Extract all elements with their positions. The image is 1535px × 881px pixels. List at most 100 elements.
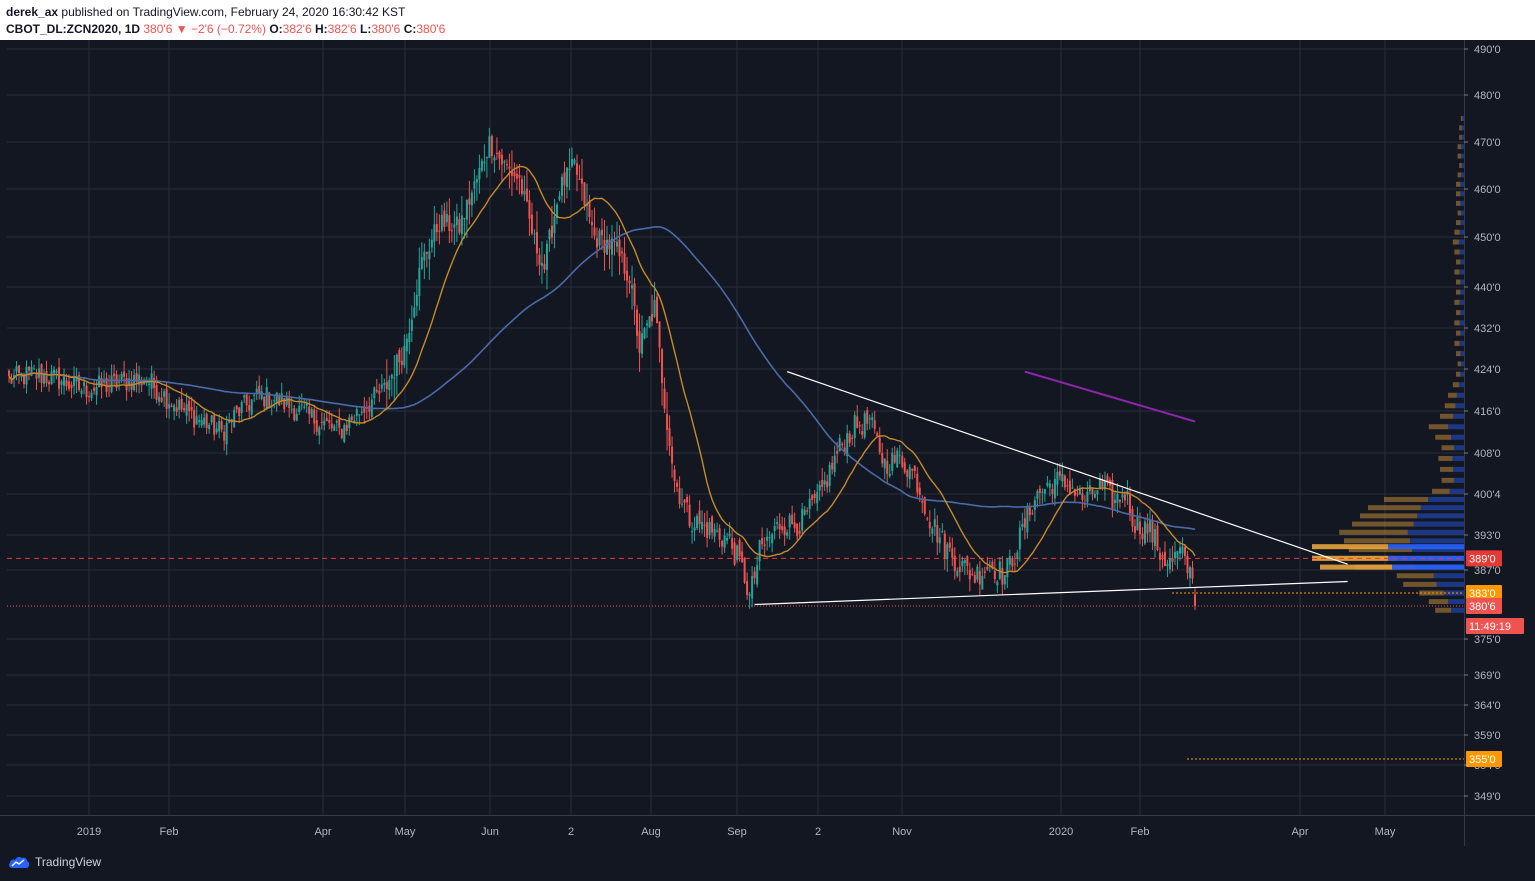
- price-tag-horizontal-line[interactable]: 389'0: [1466, 550, 1502, 567]
- candle: [958, 554, 961, 582]
- candle-body: [821, 479, 824, 487]
- candle: [686, 494, 689, 513]
- candle: [893, 446, 896, 465]
- candle: [48, 379, 51, 392]
- candle: [966, 555, 969, 575]
- candle-body: [288, 398, 291, 408]
- candle-body: [185, 404, 188, 416]
- volume-profile-bar-up: [1460, 181, 1464, 187]
- candle: [310, 407, 313, 419]
- candle: [1011, 555, 1014, 572]
- price-tag-last-price[interactable]: 380'6: [1466, 597, 1502, 614]
- volume-profile-bar-up: [1461, 210, 1464, 216]
- price-axis[interactable]: 490'0 480'0 470'0 460'0 450'0 440'0 432'0 424'0…: [1464, 44, 1501, 803]
- candle-body: [726, 538, 729, 541]
- volume-profile-bar-up: [1453, 445, 1464, 451]
- candle: [651, 294, 654, 327]
- open-label: O:: [269, 22, 283, 36]
- candle: [801, 503, 804, 534]
- price-tag-countdown[interactable]: 11:49:19: [1466, 617, 1524, 634]
- candle-body: [1091, 489, 1094, 495]
- candle-body: [70, 384, 73, 388]
- candle: [333, 423, 336, 432]
- time-tick-label: Feb: [160, 826, 179, 838]
- volume-profile-bar-down: [1457, 361, 1462, 367]
- candle-body: [1048, 483, 1051, 488]
- candle: [528, 190, 531, 236]
- volume-profile-bar-up: [1410, 538, 1464, 544]
- candle-body: [18, 365, 21, 374]
- candle-body: [1106, 475, 1109, 483]
- candle-body: [245, 394, 248, 406]
- time-axis[interactable]: 2019 Feb Apr May Jun 2 Aug Sep 2 Nov 2020 Feb Apr May: [77, 826, 1396, 838]
- close-label: C:: [403, 22, 417, 36]
- volume-profile-bar-down: [1454, 269, 1460, 275]
- candle: [868, 414, 871, 430]
- candle-body: [718, 528, 721, 540]
- candle: [15, 361, 18, 381]
- candle-body: [763, 544, 766, 546]
- candle: [580, 158, 583, 201]
- price-tick-label: 490'0: [1474, 44, 1501, 56]
- candle: [1191, 560, 1194, 584]
- candle: [731, 529, 734, 555]
- candle-body: [981, 575, 984, 590]
- candle: [618, 225, 621, 275]
- author-name[interactable]: derek_ax: [6, 5, 59, 19]
- candle-body: [573, 159, 576, 164]
- symbol-name[interactable]: CBOT_DL:ZCN2020, 1D: [6, 22, 141, 36]
- candle-body: [883, 458, 886, 469]
- candle: [1136, 506, 1139, 531]
- candle-body: [758, 540, 761, 562]
- price-change: −2'6 (−0.72%): [190, 22, 266, 36]
- price-chart[interactable]: 490'0 480'0 470'0 460'0 450'0 440'0 432'0 424'0…: [0, 40, 1535, 846]
- candle: [1056, 463, 1059, 496]
- tradingview-logo[interactable]: TradingView: [8, 855, 101, 869]
- candle: [80, 388, 83, 398]
- candle: [968, 562, 971, 592]
- volume-profile-bar-up: [1461, 361, 1464, 367]
- candle-body: [530, 214, 533, 234]
- candle-body: [621, 251, 624, 254]
- candle: [813, 489, 816, 504]
- volume-profile-bar-up: [1460, 371, 1464, 377]
- candle: [1093, 489, 1096, 499]
- candle: [218, 414, 221, 439]
- candle-body: [110, 375, 113, 392]
- candle: [883, 458, 886, 480]
- candle: [641, 315, 644, 359]
- candle: [763, 537, 766, 557]
- trendline-support[interactable]: [754, 580, 1348, 606]
- candle: [493, 154, 496, 173]
- candle-body: [420, 257, 423, 269]
- candle-body: [786, 532, 789, 537]
- candle-body: [1194, 594, 1196, 606]
- price-tick-label: 416'0: [1474, 406, 1501, 418]
- candle-body: [1101, 480, 1104, 488]
- candle: [490, 134, 493, 164]
- candle: [1098, 472, 1101, 490]
- candle: [761, 527, 764, 550]
- candle-body: [601, 229, 603, 236]
- candle: [668, 415, 671, 456]
- trendline-resistance[interactable]: [786, 371, 1348, 565]
- candle: [886, 449, 889, 485]
- volume-profile-bar-up: [1460, 279, 1464, 285]
- moving-average-purple[interactable]: [1024, 370, 1196, 423]
- candle-body: [938, 537, 941, 544]
- moving-average-long[interactable]: [8, 225, 1196, 531]
- candle-body: [983, 571, 986, 573]
- price-tag-horizontal-line[interactable]: 355'0: [1466, 751, 1502, 767]
- time-tick-label: Apr: [1291, 826, 1308, 838]
- candle-body: [200, 419, 203, 426]
- candle: [1066, 478, 1069, 493]
- candle: [881, 442, 884, 468]
- candle: [173, 403, 176, 421]
- candle: [575, 154, 578, 192]
- candle-body: [803, 509, 806, 515]
- candle: [233, 406, 236, 428]
- volume-profile-bar-down: [1339, 529, 1408, 535]
- price-tag-horizontal-line[interactable]: 383'0: [1466, 585, 1502, 601]
- moving-average-short[interactable]: [8, 165, 1196, 574]
- candle: [1048, 479, 1051, 497]
